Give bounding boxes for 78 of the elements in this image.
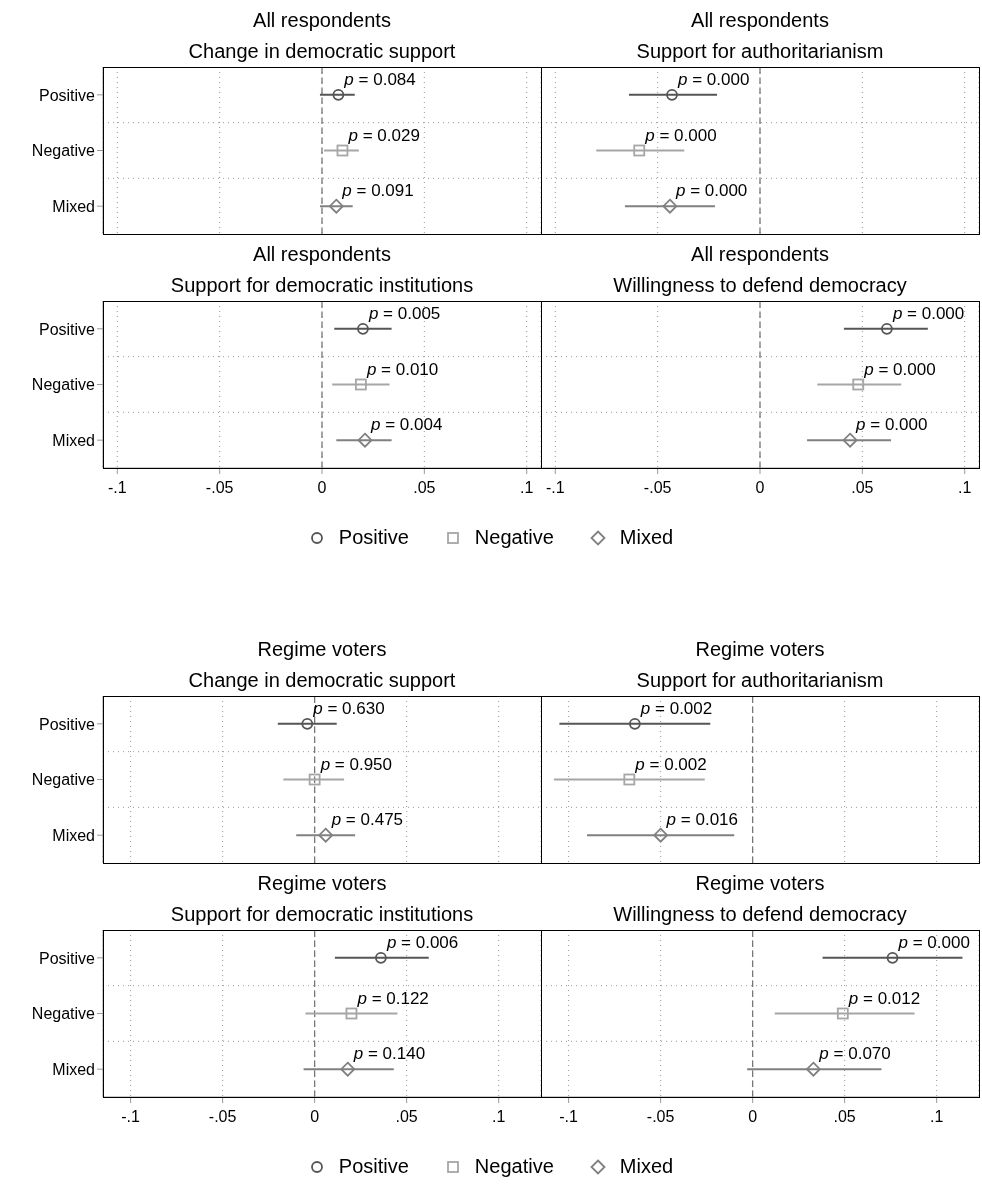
chart-title: All respondents	[252, 8, 392, 33]
chart-title: All respondents	[252, 242, 392, 267]
annotation: p = 0.016	[665, 810, 739, 830]
chart-subtitle: Change in democratic support	[187, 39, 457, 64]
x-tick-label: .05	[413, 479, 436, 497]
legend-label: Positive	[338, 526, 409, 549]
x-tick-label: -.05	[643, 479, 672, 497]
x-tick-label: 0	[317, 479, 327, 497]
legend-label: Mixed	[619, 526, 674, 549]
annotation: p = 0.140	[352, 1044, 426, 1064]
x-tick-label: -.1	[121, 1108, 141, 1126]
chart-subtitle: Support for democratic institutions	[169, 902, 475, 927]
y-tick-label: Mixed	[52, 1060, 95, 1078]
y-tick-label: Negative	[31, 1005, 96, 1023]
x-tick-label: 0	[310, 1108, 320, 1126]
chart-title: Regime voters	[694, 871, 826, 896]
annotation: p = 0.000	[897, 932, 970, 952]
chart-title: All respondents	[690, 242, 830, 267]
annotation: p = 0.091	[341, 181, 414, 201]
annotation: p = 0.630	[312, 698, 385, 718]
y-tick-label: Negative	[31, 376, 96, 394]
y-tick-label: Mixed	[52, 197, 95, 215]
chart-title: Regime voters	[694, 637, 826, 662]
chart-subtitle: Support for authoritarianism	[635, 668, 885, 693]
annotation: p = 0.000	[855, 415, 928, 435]
x-tick-label: .1	[958, 479, 972, 497]
annotation: p = 0.122	[356, 988, 429, 1008]
x-tick-label: -.05	[205, 479, 234, 497]
annotation: p = 0.002	[634, 754, 707, 774]
x-tick-label: 0	[755, 479, 765, 497]
x-tick-label: -.1	[545, 479, 565, 497]
chart-title: Regime voters	[256, 637, 388, 662]
annotation: p = 0.084	[343, 69, 416, 89]
x-tick-label: .05	[833, 1108, 856, 1126]
y-tick-label: Positive	[38, 949, 96, 967]
x-tick-label: 0	[748, 1108, 758, 1126]
chart-subtitle: Support for democratic institutions	[169, 273, 475, 298]
y-tick-label: Mixed	[52, 826, 95, 844]
y-tick-label: Positive	[38, 86, 96, 104]
x-tick-label: .05	[851, 479, 874, 497]
annotation: p = 0.000	[891, 303, 965, 323]
annotation: p = 0.950	[319, 754, 393, 774]
chart-title: Regime voters	[256, 871, 388, 896]
chart-subtitle: Willingness to defend democracy	[612, 902, 908, 927]
annotation: p = 0.004	[369, 415, 443, 435]
chart-subtitle: Change in democratic support	[187, 668, 457, 693]
legend-label: Negative	[474, 526, 554, 549]
x-tick-label: .05	[395, 1108, 418, 1126]
annotation: p = 0.000	[863, 359, 936, 379]
x-tick-label: -.05	[646, 1108, 675, 1126]
y-tick-label: Negative	[31, 771, 96, 789]
chart-title: All respondents	[690, 8, 830, 33]
y-tick-label: Mixed	[52, 431, 95, 449]
x-tick-label: -.1	[107, 479, 127, 497]
annotation: p = 0.002	[639, 698, 713, 718]
annotation: p = 0.000	[644, 125, 717, 145]
annotation: p = 0.006	[385, 932, 459, 952]
chart-subtitle: Willingness to defend democracy	[612, 273, 908, 298]
annotation: p = 0.010	[365, 359, 439, 379]
x-tick-label: -.05	[208, 1108, 237, 1126]
annotation: p = 0.012	[847, 988, 921, 1008]
x-tick-label: -.1	[559, 1108, 579, 1126]
x-tick-label: .1	[520, 479, 534, 497]
annotation: p = 0.000	[676, 69, 750, 89]
legend-label: Negative	[474, 1155, 554, 1178]
annotation: p = 0.000	[674, 181, 748, 201]
x-tick-label: .1	[492, 1108, 506, 1126]
annotation: p = 0.005	[367, 303, 441, 323]
y-tick-label: Positive	[38, 320, 96, 338]
chart-subtitle: Support for authoritarianism	[635, 39, 885, 64]
y-tick-label: Negative	[31, 142, 96, 160]
x-tick-label: .1	[930, 1108, 944, 1126]
legend-label: Positive	[338, 1155, 409, 1178]
annotation: p = 0.029	[347, 125, 420, 145]
y-tick-label: Positive	[38, 715, 96, 733]
annotation: p = 0.070	[818, 1044, 891, 1064]
legend-label: Mixed	[619, 1155, 674, 1178]
annotation: p = 0.475	[330, 810, 404, 830]
